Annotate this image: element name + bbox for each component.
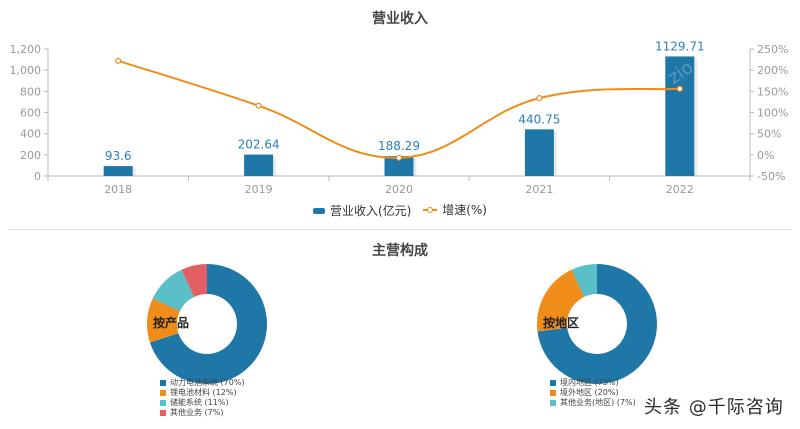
legend-label: 储能系统 (11%) — [170, 398, 229, 407]
left-axis-tick-label: 400 — [20, 128, 41, 141]
legend-item-revenue[interactable]: 营业收入(亿元) — [313, 202, 411, 219]
revenue-bar[interactable] — [665, 56, 695, 176]
revenue-bar[interactable] — [524, 129, 554, 176]
x-axis-year-label: 2021 — [525, 183, 553, 196]
chart-title-revenue: 营业收入 — [372, 11, 428, 27]
bar-swatch-icon — [313, 207, 325, 214]
right-axis-tick-label: 50% — [757, 128, 781, 141]
right-axis-tick-label: 0% — [757, 149, 774, 162]
x-axis-year-label: 2019 — [245, 183, 273, 196]
legend-item-growth[interactable]: 增速(%) — [423, 201, 487, 218]
product-donut-chart — [147, 264, 267, 384]
x-axis-year-label: 2022 — [666, 183, 694, 196]
bar-value-label: 202.64 — [238, 138, 280, 152]
right-axis-tick-label: 250% — [757, 43, 788, 56]
bar-value-label: 1129.71 — [655, 39, 705, 53]
revenue-bars: 93.6 202.64 188.29 440.75 1129.71 — [103, 39, 705, 176]
x-axis-ticks: 2018 2019 2020 2021 2022 — [47, 176, 751, 196]
growth-points — [115, 57, 683, 161]
left-axis-tick-label: 200 — [20, 149, 41, 162]
legend-item[interactable]: 境内地区 (73%) — [550, 378, 636, 388]
growth-point[interactable] — [536, 95, 543, 102]
legend-swatch-icon — [160, 380, 166, 386]
line-swatch-icon — [423, 206, 438, 214]
x-axis-year-label: 2018 — [104, 183, 132, 196]
region-legend: 境内地区 (73%) 境外地区 (20%) 其他业务(地区) (7%) — [550, 378, 636, 408]
growth-point[interactable] — [115, 57, 122, 64]
legend-item[interactable]: 其他业务(地区) (7%) — [550, 398, 636, 408]
legend-label: 动力电池系统 (70%) — [170, 378, 245, 387]
donut-slice[interactable] — [537, 269, 585, 332]
growth-point[interactable] — [255, 102, 262, 109]
donut-slice[interactable] — [537, 264, 657, 384]
legend-item[interactable]: 动力电池系统 (70%) — [160, 378, 245, 388]
right-axis-tick-label: 150% — [757, 85, 788, 98]
right-axis-ticks: 250% 200% 150% 100% 50% 0% -50% — [750, 43, 788, 183]
legend-swatch-icon — [550, 400, 556, 406]
donut-slice[interactable] — [571, 264, 597, 297]
revenue-bar[interactable] — [103, 166, 133, 176]
watermark-text: 头条 @千际咨询 — [644, 397, 784, 418]
donut-slice[interactable] — [181, 264, 207, 297]
right-axis-tick-label: 100% — [757, 107, 788, 120]
left-axis-ticks: 1,200 1,000 800 600 400 200 0 — [10, 43, 48, 183]
donut-slice[interactable] — [149, 264, 267, 384]
revenue-bar[interactable] — [384, 156, 414, 176]
legend-swatch-icon — [160, 390, 166, 396]
legend-item[interactable]: 储能系统 (11%) — [160, 398, 245, 408]
legend-label: 锂电池材料 (12%) — [170, 388, 237, 397]
legend-item[interactable]: 其他业务 (7%) — [160, 408, 245, 418]
legend-swatch-icon — [160, 400, 166, 406]
revenue-bar[interactable] — [244, 154, 274, 176]
right-axis-tick-label: -50% — [757, 170, 785, 183]
donut-slice[interactable] — [152, 269, 195, 312]
product-donut-label: 按产品 — [153, 316, 190, 330]
chart-title-composition: 主营构成 — [372, 243, 428, 259]
legend-label: 其他业务 (7%) — [170, 408, 224, 417]
legend-swatch-icon — [160, 410, 166, 416]
bar-value-label: 440.75 — [518, 112, 560, 126]
legend-label: 境内地区 (73%) — [560, 378, 619, 387]
bar-value-label: 93.6 — [105, 149, 132, 163]
legend-item[interactable]: 境外地区 (20%) — [550, 388, 636, 398]
left-axis-tick-label: 1,000 — [10, 64, 42, 77]
region-donut-label: 按地区 — [543, 316, 580, 330]
growth-point[interactable] — [395, 154, 403, 161]
left-axis-tick-label: 0 — [34, 170, 41, 183]
left-axis-tick-label: 1,200 — [10, 43, 42, 56]
left-axis-tick-label: 800 — [20, 85, 41, 98]
legend-swatch-icon — [550, 390, 556, 396]
bar-value-label: 188.29 — [378, 139, 420, 153]
revenue-growth-chart: 1,200 1,000 800 600 400 200 0 250% 200% 150% 100%… — [10, 39, 789, 196]
left-axis-tick-label: 600 — [20, 107, 41, 120]
right-axis-tick-label: 200% — [757, 64, 788, 77]
region-donut-chart — [537, 264, 657, 384]
legend-item[interactable]: 锂电池材料 (12%) — [160, 388, 245, 398]
legend-label: 其他业务(地区) (7%) — [560, 398, 636, 407]
legend-swatch-icon — [550, 380, 556, 386]
growth-point[interactable] — [676, 85, 683, 92]
section-divider — [8, 229, 792, 230]
x-axis-year-label: 2020 — [385, 183, 413, 196]
top-legend: 营业收入(亿元) 增速(%) — [0, 201, 800, 219]
donut-slice[interactable] — [147, 298, 180, 343]
legend-label: 境外地区 (20%) — [560, 388, 619, 397]
product-legend: 动力电池系统 (70%) 锂电池材料 (12%) 储能系统 (11%) 其他业务 (7… — [160, 378, 245, 418]
